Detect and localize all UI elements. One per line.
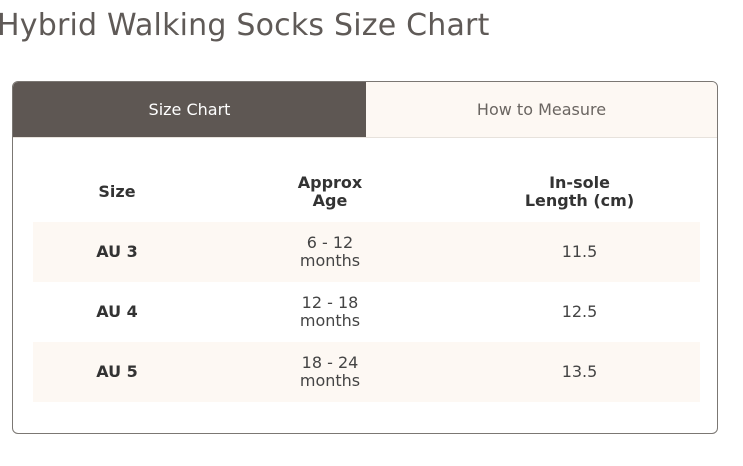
table-cell: 18 - 24 months [201,342,459,402]
table-cell: 6 - 12 months [201,222,459,282]
cell-text: AU 5 [96,362,138,381]
size-table: Size Approx Age In-sole Length (cm) AU 3… [33,162,700,402]
table-cell: 11.5 [459,222,700,282]
table-cell: 13.5 [459,342,700,402]
page-title: Hybrid Walking Socks Size Chart [0,8,490,43]
cell-text: 6 - 12 months [299,233,361,270]
header-text: Approx Age [297,173,363,210]
table-cell: AU 4 [33,282,201,342]
table-row: AU 3 6 - 12 months 11.5 [33,222,700,282]
cell-text: AU 3 [96,242,138,261]
cell-text: 13.5 [561,362,598,381]
cell-text: 11.5 [561,242,598,261]
table-row: AU 5 18 - 24 months 13.5 [33,342,700,402]
table-cell: 12.5 [459,282,700,342]
cell-text: AU 4 [96,302,138,321]
table-row: AU 4 12 - 18 months 12.5 [33,282,700,342]
header-row: Size Approx Age In-sole Length (cm) [33,162,700,222]
header-text: Size [98,182,136,201]
size-chart-panel: Size Chart How to Measure Size Approx Ag… [12,81,718,434]
cell-text: 12 - 18 months [299,293,361,330]
tab-bar: Size Chart How to Measure [13,82,717,138]
column-header: Size [33,162,201,222]
cell-text: 12.5 [561,302,598,321]
table-cell: AU 3 [33,222,201,282]
tab[interactable]: How to Measure [366,82,717,137]
column-header: Approx Age [201,162,459,222]
table-cell: AU 5 [33,342,201,402]
tab[interactable]: Size Chart [13,82,366,137]
column-header: In-sole Length (cm) [459,162,700,222]
cell-text: 18 - 24 months [299,353,361,390]
table-cell: 12 - 18 months [201,282,459,342]
header-text: In-sole Length (cm) [524,173,635,210]
